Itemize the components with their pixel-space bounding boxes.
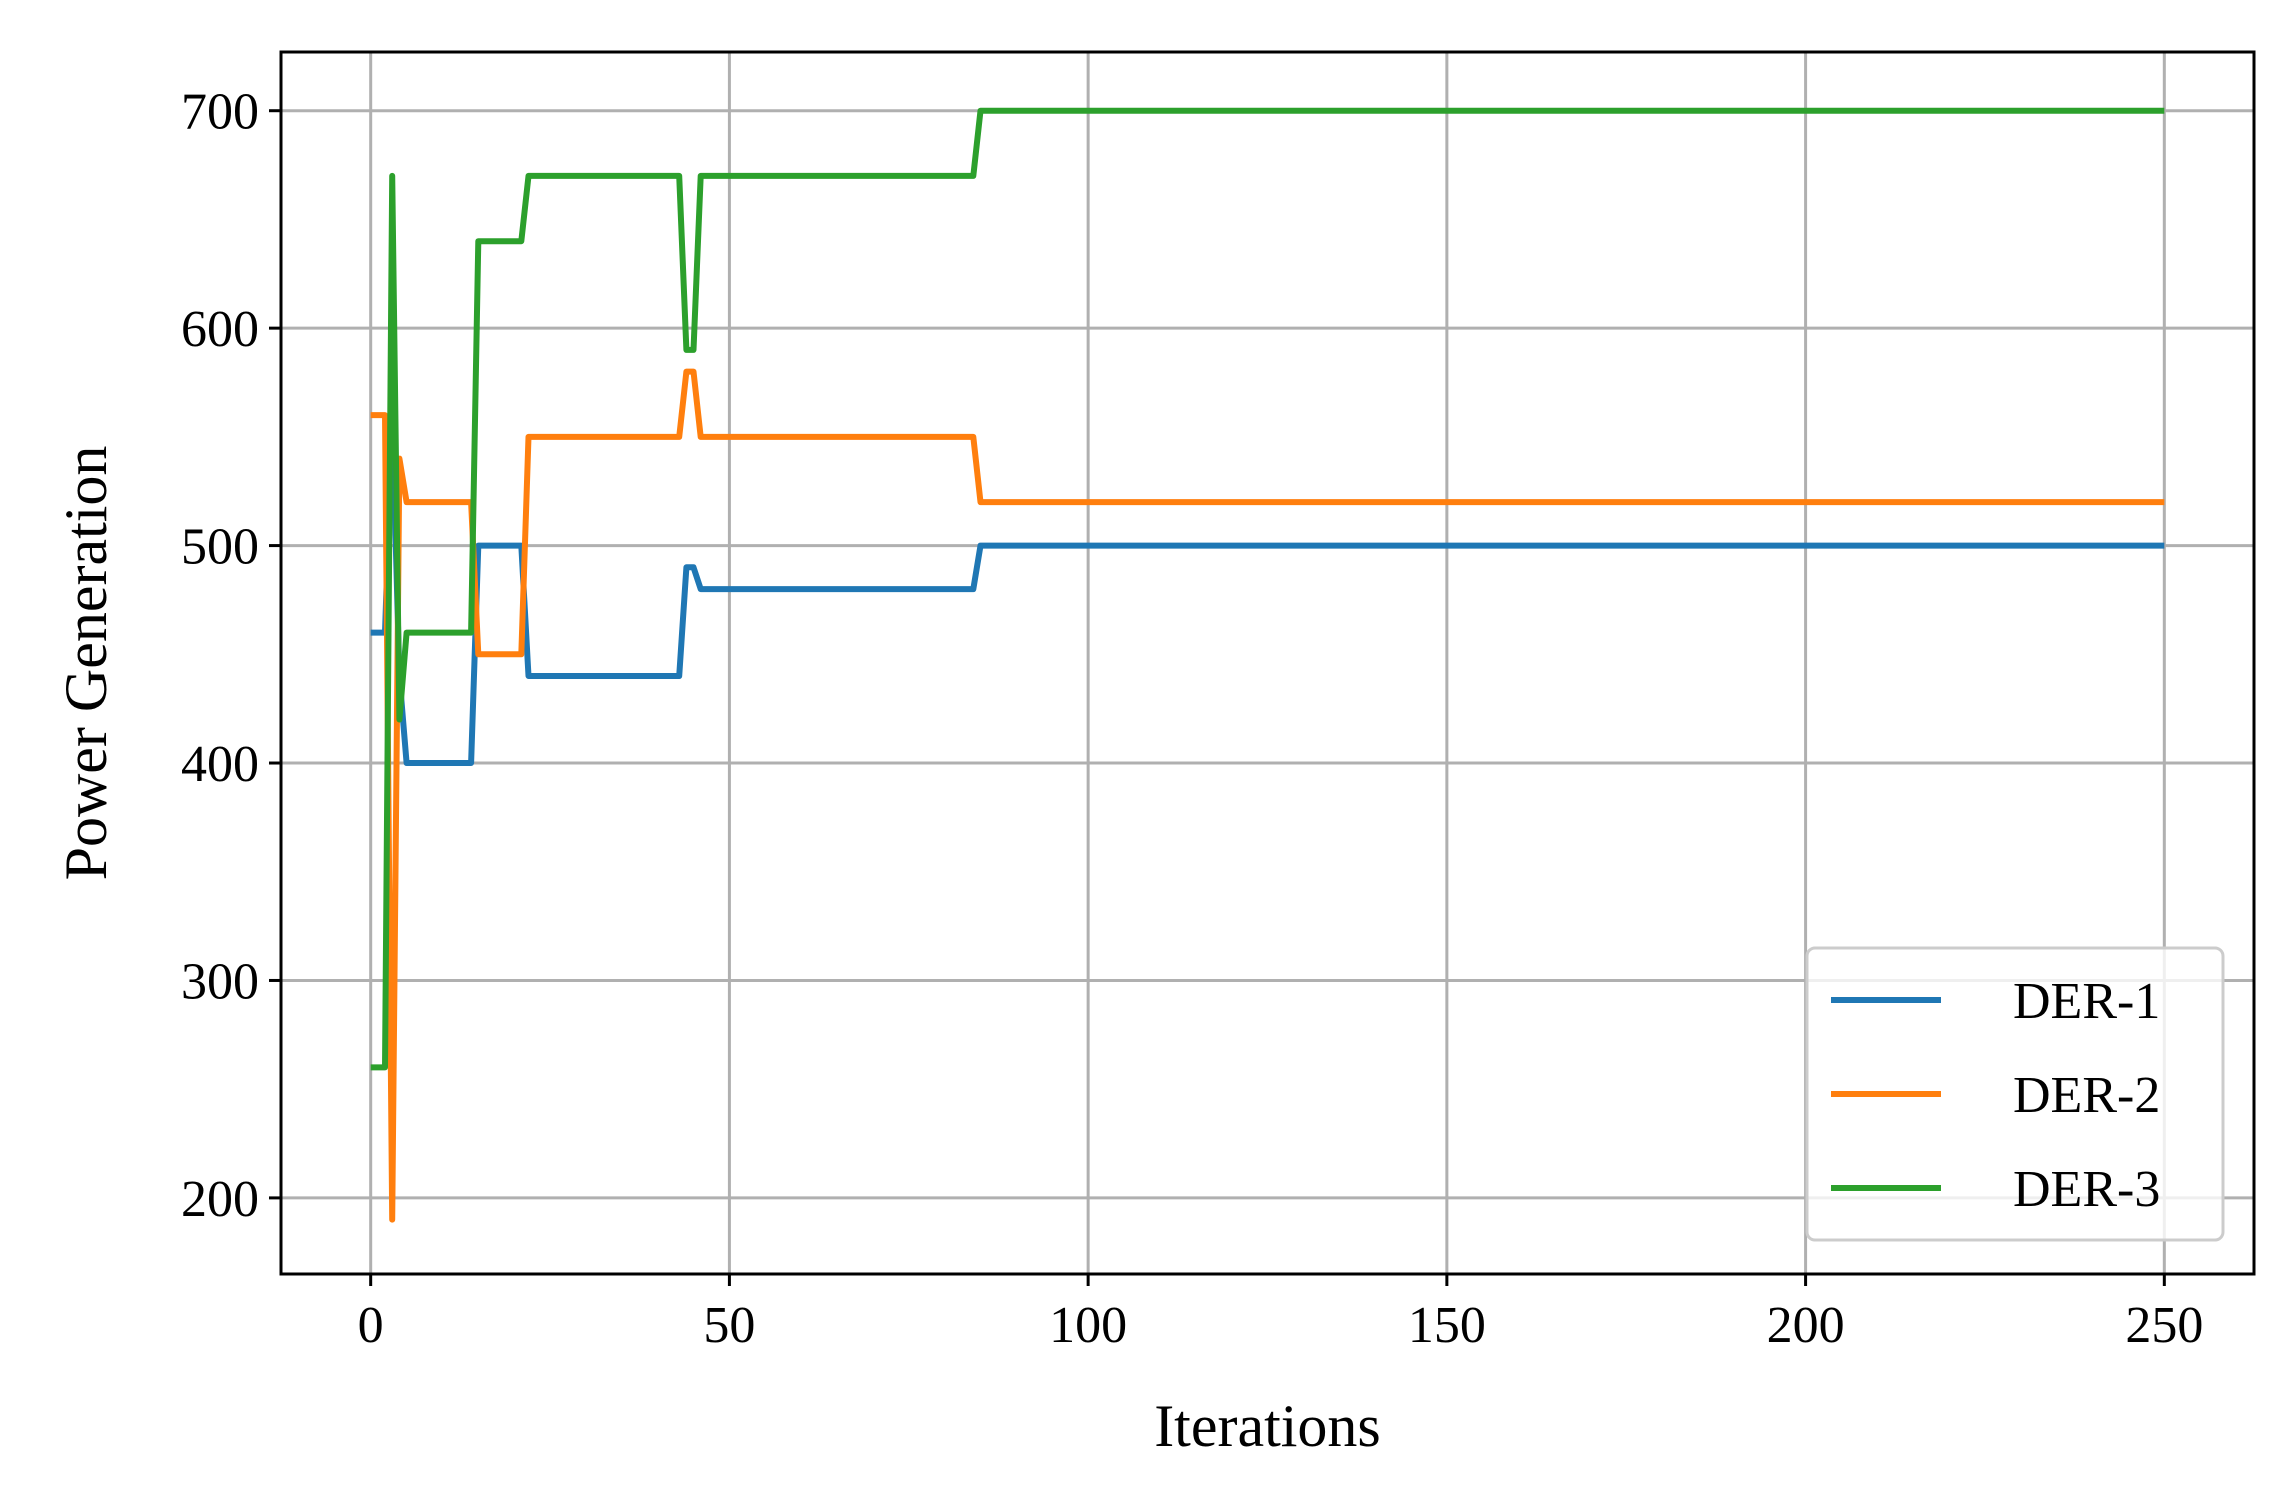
x-tick-label: 200: [1767, 1297, 1845, 1354]
y-tick-label: 600: [181, 301, 259, 358]
y-tick-label: 700: [181, 84, 259, 141]
series-line-der-3: [370, 107, 2165, 1071]
y-tick-label: 500: [181, 519, 259, 576]
x-tick-label: 50: [703, 1297, 755, 1354]
x-tick-label: 250: [2125, 1297, 2203, 1354]
x-tick-label: 0: [358, 1297, 384, 1354]
legend-label-der-2: DER-2: [2013, 1067, 2160, 1124]
axis-ticks: 0 50 100 150 200 250 200 300 400 500 600 700: [181, 84, 2203, 1354]
legend-label-der-3: DER-3: [2013, 1161, 2160, 1218]
legend: DER-1 DER-2 DER-3: [1805, 946, 2225, 1242]
y-tick-label: 300: [181, 953, 259, 1010]
legend-label-der-1: DER-1: [2013, 973, 2160, 1030]
y-tick-label: 200: [181, 1171, 259, 1228]
x-axis-title: Iterations: [1154, 1393, 1381, 1459]
x-tick-label: 100: [1049, 1297, 1127, 1354]
y-tick-label: 400: [181, 736, 259, 793]
plot-frame: [279, 50, 2256, 1276]
legend-box: [1805, 946, 2225, 1242]
x-tick-label: 150: [1408, 1297, 1486, 1354]
series-line-der-2: [370, 368, 2165, 1223]
series-lines: [370, 107, 2165, 1223]
y-axis-title: Power Generation: [53, 446, 119, 881]
